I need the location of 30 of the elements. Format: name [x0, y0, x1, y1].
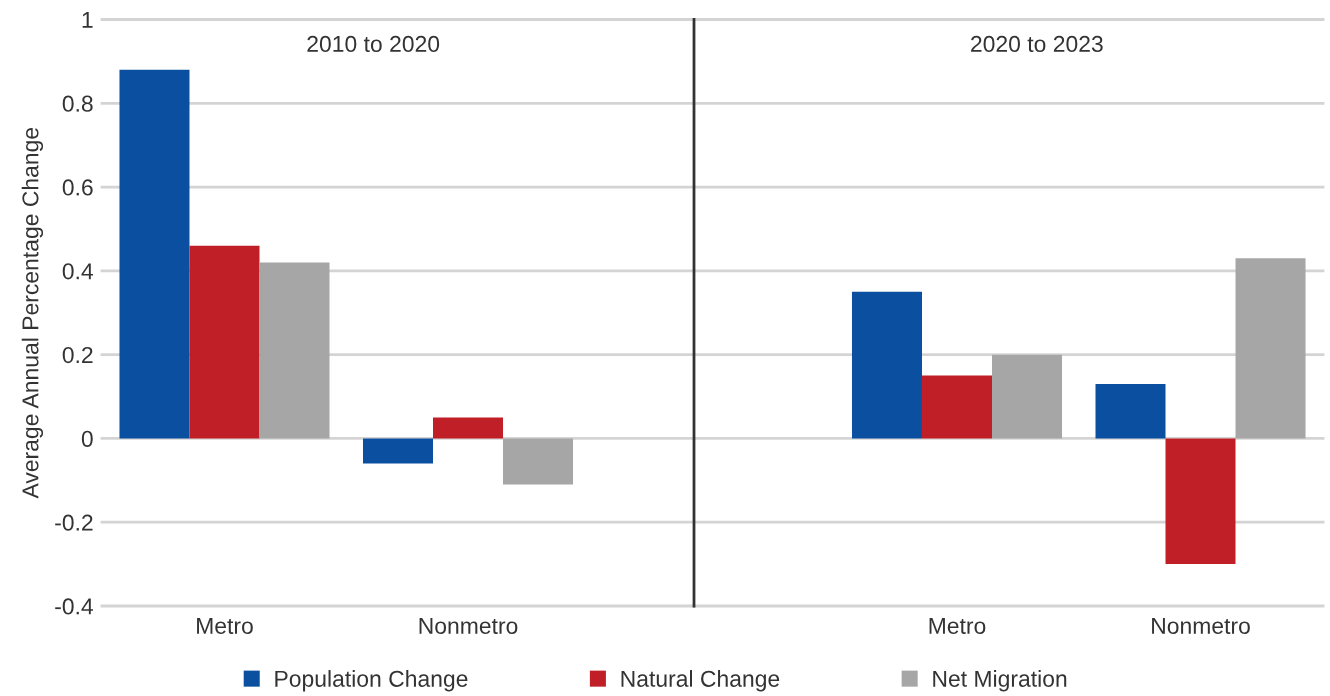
y-tick-label: 0.8: [62, 95, 93, 112]
y-tick-label: 0.6: [62, 179, 93, 196]
x-tick-label: Metro: [929, 617, 986, 634]
bar: [119, 69, 190, 439]
y-tick-label: 1: [82, 12, 93, 28]
x-tick-label: Metro: [197, 617, 253, 634]
y-tick-label: 0: [81, 430, 93, 447]
bar: [1165, 438, 1236, 565]
text: 2010 to 2020: [307, 35, 440, 53]
y-tick-label: 0.4: [62, 263, 93, 280]
bar: [1095, 383, 1166, 439]
bar: [433, 417, 504, 439]
y-tick-label: -0.2: [55, 514, 93, 531]
bar: [1235, 258, 1306, 439]
legend-label: Net Migration: [933, 670, 1067, 692]
y-tick-label: 0.2: [62, 346, 93, 364]
bar: [189, 245, 260, 439]
legend-label: Natural Change: [621, 670, 780, 692]
bar: [503, 438, 574, 485]
y-axis-title: Average Annual Percentage Change: [21, 127, 44, 499]
bar: [259, 262, 330, 439]
text: 2020 to 2023: [971, 35, 1103, 53]
bar: [992, 354, 1063, 439]
bar: [851, 291, 922, 439]
x-tick-label: Nonmetro: [1152, 617, 1250, 634]
legend-label: Population Change: [275, 670, 468, 692]
bar: [362, 438, 434, 464]
x-tick-label: Nonmetro: [419, 617, 518, 634]
bar: [921, 375, 992, 439]
y-tick-label: -0.4: [55, 598, 93, 615]
